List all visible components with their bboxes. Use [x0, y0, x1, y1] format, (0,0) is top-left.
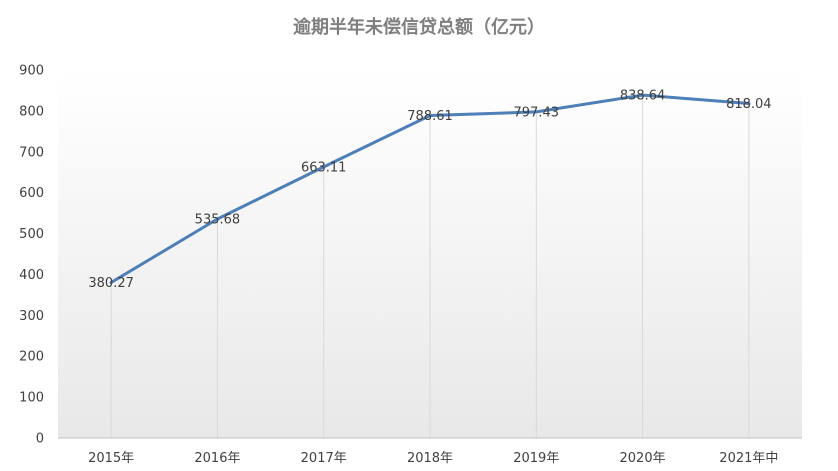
- y-tick-label: 300: [19, 309, 44, 324]
- x-tick-label: 2020年: [620, 451, 666, 466]
- x-axis: 2015年 2016年 2017年 2018年 2019年 2020年 2021年中: [88, 451, 778, 466]
- data-label: 535.68: [195, 212, 241, 227]
- x-tick-label: 2019年: [513, 451, 559, 466]
- x-tick-label: 2017年: [301, 451, 347, 466]
- y-tick-label: 900: [19, 64, 44, 79]
- x-tick-label: 2015年: [88, 451, 134, 466]
- data-label: 818.04: [726, 97, 772, 112]
- data-label: 838.64: [620, 89, 666, 104]
- x-tick-label: 2018年: [407, 451, 453, 466]
- data-label: 797.43: [514, 105, 560, 120]
- data-label: 663.11: [301, 160, 347, 175]
- series-line: [109, 93, 751, 284]
- y-tick-label: 600: [19, 186, 44, 201]
- data-label: 380.27: [88, 276, 134, 291]
- y-tick-label: 700: [19, 145, 44, 160]
- y-tick-label: 0: [36, 432, 44, 447]
- x-tick-label: 2016年: [194, 451, 240, 466]
- drop-lines: [110, 95, 750, 438]
- y-tick-label: 500: [19, 227, 44, 242]
- data-label: 788.61: [407, 109, 453, 124]
- y-tick-label: 400: [19, 268, 44, 283]
- y-tick-label: 800: [19, 104, 44, 119]
- data-labels: 380.27 535.68 663.11 788.61 797.43 838.64 818.…: [88, 89, 771, 291]
- x-tick-label: 2021年中: [719, 451, 778, 466]
- y-axis: 0 100 200 300 400 500 600 700 800 900: [19, 64, 44, 447]
- y-tick-label: 200: [19, 350, 44, 365]
- chart-title: 逾期半年未偿信贷总额（亿元）: [293, 16, 545, 38]
- y-tick-label: 100: [19, 391, 44, 406]
